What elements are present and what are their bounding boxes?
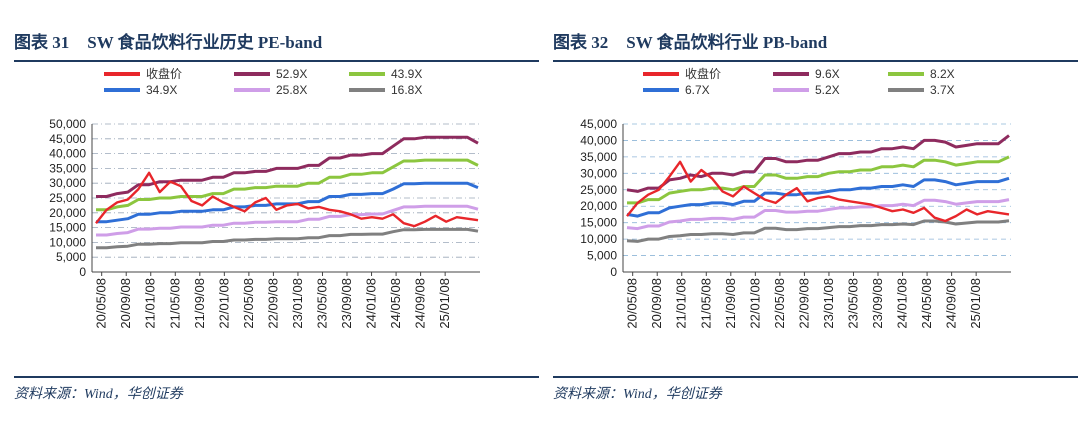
pe-band-title-text: SW 食品饮料行业历史 PE-band [87,33,323,52]
x-tick-label-0: 20/05/08 [94,278,109,329]
series-line-5 [626,219,1010,243]
x-tick-label-11: 24/01/08 [364,278,379,329]
y-tick-label-0: 0 [610,265,617,279]
x-tick-label-0: 20/05/08 [625,278,640,329]
x-tick-label-4: 21/09/08 [192,278,207,329]
legend-label-4: 25.8X [276,83,307,97]
legend-label-0: 收盘价 [146,66,182,81]
series-line-3 [96,181,479,224]
y-tick-label-2: 10,000 [580,232,617,246]
legend-label-1: 52.9X [276,67,307,81]
series-line-1 [96,135,479,198]
y-tick-label-8: 40,000 [49,147,86,161]
pb-band-title: 图表 32 SW 食品饮料行业 PB-band [553,28,827,53]
y-tick-label-9: 45,000 [49,132,86,146]
x-tick-label-12: 24/05/08 [919,278,934,329]
series-line-2 [627,155,1010,205]
y-tick-label-4: 20,000 [580,199,617,213]
pb-band-chart: 收盘价 9.6X 8.2X 6.7X 5.2X 3.7X 0 5,000 10,000 15,00… [580,66,1011,329]
x-tick-label-7: 22/09/08 [265,278,280,329]
x-tick-label-5: 22/01/08 [216,278,231,329]
y-tick-label-9: 45,000 [580,117,617,131]
x-tick-label-6: 22/05/08 [772,278,787,329]
x-tick-label-6: 22/05/08 [241,278,256,329]
y-tick-label-5: 25,000 [580,183,617,197]
pb-band-title-text: SW 食品饮料行业 PB-band [626,33,828,52]
series-line-1 [626,134,1010,193]
x-tick-label-10: 23/09/08 [870,278,885,329]
y-tick-label-0: 0 [79,265,86,279]
x-tick-label-4: 21/09/08 [723,278,738,329]
y-tick-label-6: 30,000 [580,166,617,180]
legend-label-1: 9.6X [815,67,840,81]
x-tick-label-14: 25/01/08 [968,278,983,329]
y-tick-label-8: 40,000 [580,133,617,147]
legend-label-3: 6.7X [685,83,710,97]
y-tick-label-1: 5,000 [587,249,617,263]
x-tick-label-1: 20/09/08 [649,278,664,329]
legend-label-5: 16.8X [391,83,422,97]
series-line-4 [626,198,1010,231]
y-tick-label-3: 15,000 [49,221,86,235]
pb-band-title-number: 图表 32 [553,33,609,52]
y-tick-label-4: 20,000 [49,206,86,220]
legend-label-4: 5.2X [815,83,840,97]
x-tick-label-2: 21/01/08 [143,278,158,329]
y-tick-label-7: 35,000 [580,150,617,164]
x-tick-label-7: 22/09/08 [796,278,811,329]
series-line-4 [96,204,479,237]
x-tick-label-11: 24/01/08 [895,278,910,329]
x-tick-label-3: 21/05/08 [698,278,713,329]
x-tick-label-1: 20/09/08 [118,278,133,329]
x-tick-label-2: 21/01/08 [674,278,689,329]
x-tick-label-9: 23/05/08 [845,278,860,329]
y-tick-label-10: 50,000 [49,117,86,131]
legend-label-3: 34.9X [146,83,177,97]
pe-band-source: 资料来源：Wind，华创证券 [14,387,183,402]
y-tick-label-5: 25,000 [49,191,86,205]
y-tick-label-1: 5,000 [56,250,86,264]
y-tick-label-2: 10,000 [49,235,86,249]
pe-band-title-number: 图表 31 [14,33,70,52]
series-line-3 [626,176,1010,218]
x-tick-label-14: 25/01/08 [437,278,452,329]
pe-band-top-rule [14,60,539,62]
legend-label-2: 8.2X [930,67,955,81]
pe-band-panel: 图表 31 SW 食品饮料行业历史 PE-band 收盘价 52.9X 43.9X 34… [14,0,539,423]
x-tick-label-12: 24/05/08 [388,278,403,329]
x-tick-label-10: 23/09/08 [339,278,354,329]
pb-band-bottom-rule [553,376,1078,378]
pe-band-title: 图表 31 SW 食品饮料行业历史 PE-band [14,28,322,53]
x-tick-label-8: 23/01/08 [290,278,305,329]
x-tick-label-5: 22/01/08 [747,278,762,329]
legend-label-5: 3.7X [930,83,955,97]
x-tick-label-13: 24/09/08 [944,278,959,329]
x-tick-label-8: 23/01/08 [821,278,836,329]
series-line-5 [96,227,479,250]
x-tick-label-3: 21/05/08 [167,278,182,329]
series-line-2 [96,158,479,212]
series-line-0 [95,171,479,228]
y-tick-label-6: 30,000 [49,176,86,190]
pe-band-chart: 收盘价 52.9X 43.9X 34.9X 25.8X 16.8X 05,00010,000… [49,66,480,329]
pb-band-top-rule [553,60,1078,62]
pe-band-bottom-rule [14,376,539,378]
x-tick-label-13: 24/09/08 [413,278,428,329]
y-tick-label-7: 35,000 [49,161,86,175]
pb-band-panel: 图表 32 SW 食品饮料行业 PB-band 收盘价 9.6X 8.2X 6.7X 5.… [553,0,1078,423]
series-line-0 [626,160,1010,223]
legend-label-0: 收盘价 [685,66,721,81]
x-tick-label-9: 23/05/08 [314,278,329,329]
legend-label-2: 43.9X [391,67,422,81]
pb-band-source: 资料来源：Wind，华创证券 [553,387,722,402]
y-tick-label-3: 15,000 [580,216,617,230]
